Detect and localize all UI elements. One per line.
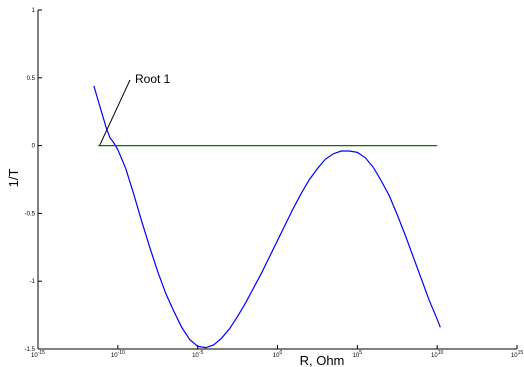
y-ticks: -1.5 -1 -0.5 0 0.5 1 <box>25 8 42 353</box>
x-tick-label: 1010 <box>431 350 443 359</box>
y-tick-label: 0 <box>32 144 36 150</box>
y-tick-label: -1 <box>30 279 36 285</box>
y-tick-label: 0.5 <box>27 76 36 82</box>
y-tick-label: -0.5 <box>25 211 36 217</box>
inverse-t-curve <box>93 85 441 349</box>
y-tick-label: 1 <box>32 8 36 14</box>
x-tick-label: 1015 <box>511 350 523 359</box>
root-annotation-label: Root 1 <box>135 72 171 86</box>
x-ticks: 10-15 10-10 10-5 100 105 1010 1015 <box>31 345 523 359</box>
x-tick-label: 105 <box>353 350 363 359</box>
x-tick-label: 100 <box>273 350 283 359</box>
x-tick-label: 10-15 <box>31 350 45 359</box>
y-tick-label: -1.5 <box>25 347 36 353</box>
axes-frame <box>37 10 517 350</box>
x-tick-label: 10-5 <box>192 350 203 359</box>
x-axis-label: R, Ohm <box>300 353 345 367</box>
series-lines <box>93 85 441 349</box>
x-tick-label: 10-10 <box>111 350 125 359</box>
annotation-leader-line <box>99 79 131 146</box>
annotations: Root 1 <box>99 72 171 146</box>
y-axis-label: 1/T <box>6 169 21 188</box>
